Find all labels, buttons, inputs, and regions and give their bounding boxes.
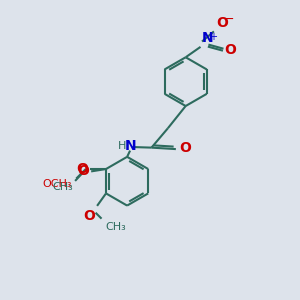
Text: CH₃: CH₃ [105, 222, 126, 232]
Text: H: H [118, 141, 126, 151]
Text: O: O [179, 141, 191, 155]
Text: −: − [224, 13, 234, 26]
Text: O: O [76, 162, 88, 176]
Text: +: + [209, 32, 217, 41]
Text: O: O [216, 16, 228, 30]
Text: O: O [84, 209, 96, 223]
Text: CH₃: CH₃ [52, 182, 73, 191]
Text: O: O [77, 164, 89, 178]
Text: N: N [202, 32, 214, 45]
Text: N: N [124, 139, 136, 153]
Text: OCH₃: OCH₃ [43, 179, 72, 189]
Text: O: O [224, 44, 236, 57]
